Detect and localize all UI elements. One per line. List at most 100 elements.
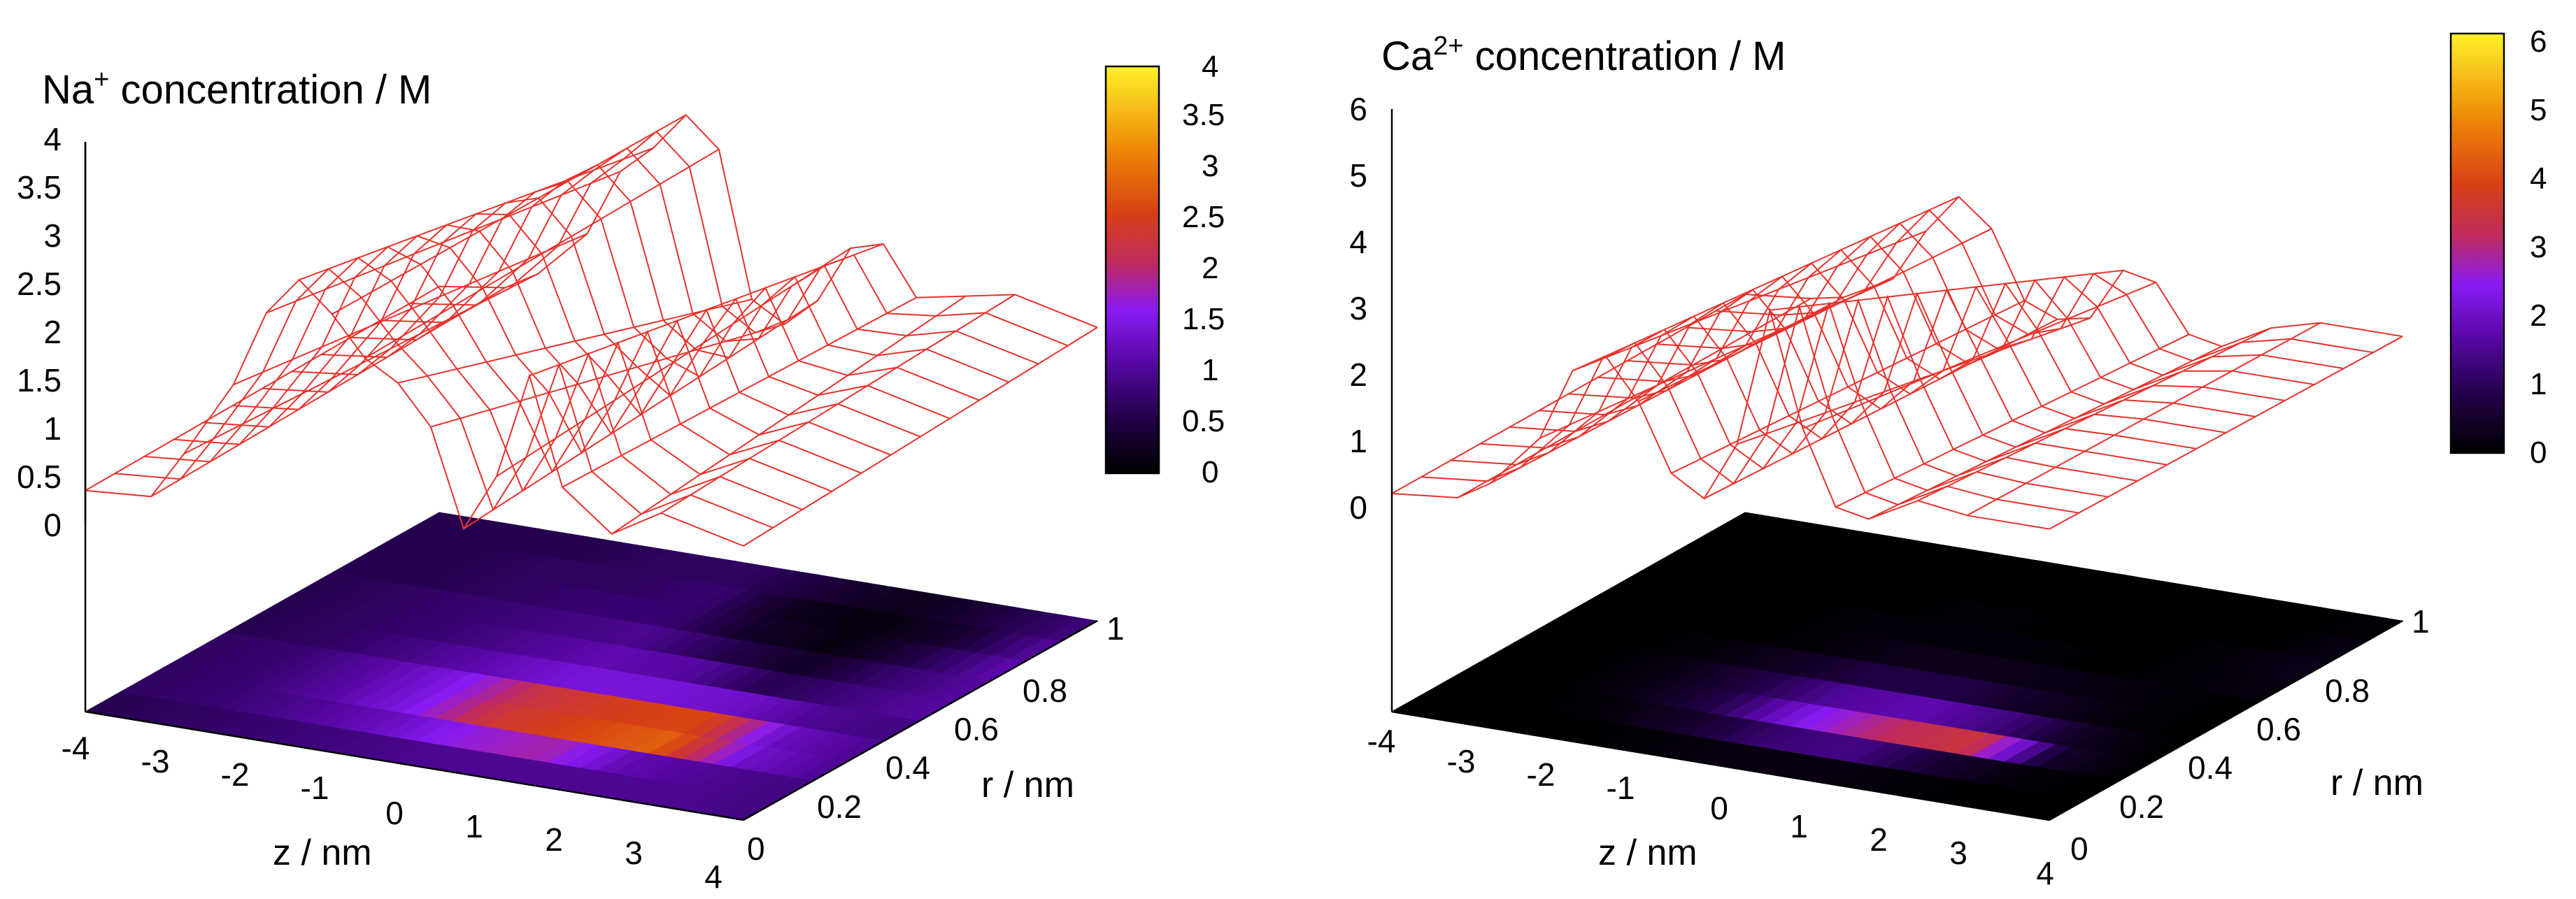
cb-tick: 5 bbox=[2530, 93, 2547, 127]
x-tick: 1 bbox=[465, 808, 483, 844]
y-tick: 0.8 bbox=[2325, 673, 2370, 709]
x-tick: 4 bbox=[704, 858, 723, 895]
cb-tick: 4 bbox=[1202, 50, 1218, 84]
z-tick: 1.5 bbox=[17, 362, 62, 398]
z-tick: 3.5 bbox=[17, 169, 62, 206]
x-tick: -1 bbox=[1607, 770, 1635, 806]
wire-line-r bbox=[1539, 289, 2197, 450]
wire-line-z bbox=[1704, 318, 2058, 500]
wire-line-z bbox=[150, 287, 506, 498]
chart-ca-xlabel: z / nm bbox=[1598, 833, 1698, 873]
wire-line-z bbox=[1868, 345, 2222, 520]
z-tick: 2 bbox=[43, 314, 62, 350]
cb-tick: 3 bbox=[1202, 149, 1218, 183]
wire-line-r bbox=[1480, 298, 2138, 482]
y-tick: 0.6 bbox=[954, 711, 999, 747]
wire-line-r bbox=[292, 197, 951, 419]
x-tick: 3 bbox=[1949, 835, 1967, 871]
chart-na-x-ticks: -4 -3 -2 -1 0 1 2 3 4 bbox=[62, 730, 723, 895]
z-tick: 2.5 bbox=[17, 266, 62, 302]
wire-line-z bbox=[1770, 269, 2123, 311]
chart-na-y-ticks: 0 0.2 0.4 0.6 0.8 1 bbox=[747, 610, 1125, 867]
wire-line-z bbox=[1572, 230, 1926, 372]
wire-line-z bbox=[1638, 228, 1992, 403]
x-tick: -3 bbox=[1447, 743, 1476, 779]
wire-line-r bbox=[350, 164, 1009, 383]
wire-line-r bbox=[1715, 208, 2374, 362]
chart-na-xlabel: z / nm bbox=[273, 833, 372, 873]
chart-ca-title: Ca2+ concentration / M bbox=[1381, 31, 1786, 79]
z-tick: 4 bbox=[1349, 224, 1367, 260]
wire-line-z bbox=[299, 147, 654, 281]
y-tick: 0.4 bbox=[2188, 749, 2233, 786]
wire-line-z bbox=[660, 294, 1016, 514]
chart-ca-y-ticks: 0 0.2 0.4 0.6 0.8 1 bbox=[2070, 603, 2430, 867]
cb-tick: 0.5 bbox=[1182, 404, 1225, 438]
z-tick: 0 bbox=[1349, 489, 1367, 526]
y-tick: 0.2 bbox=[817, 789, 862, 825]
chart-na-z-ticks: 0 0.5 1 1.5 2 2.5 3 3.5 4 bbox=[17, 121, 62, 543]
wire-line-z bbox=[397, 299, 753, 384]
wire-line-z bbox=[1967, 322, 2321, 517]
colorbar-gradient bbox=[1104, 65, 1160, 475]
wire-line-z bbox=[1457, 298, 1812, 498]
wire-line-r bbox=[1509, 294, 2168, 466]
wire-line-z bbox=[529, 243, 884, 377]
chart-na-title: Na+ concentration / M bbox=[42, 65, 432, 113]
chart-na-wireframe bbox=[85, 113, 1098, 547]
x-tick: -4 bbox=[62, 730, 90, 766]
wire-line-z bbox=[2049, 336, 2403, 530]
wire-line-z bbox=[1391, 294, 1746, 494]
x-tick: 0 bbox=[1710, 790, 1728, 826]
chart-ca-y-axis bbox=[2049, 619, 2403, 821]
wire-line-z bbox=[562, 296, 917, 488]
cb-tick: 3.5 bbox=[1182, 98, 1225, 132]
wire-line-z bbox=[332, 114, 687, 315]
z-tick: 6 bbox=[1349, 91, 1367, 127]
wire-line-z bbox=[1917, 327, 2272, 502]
y-tick: 1 bbox=[2412, 603, 2430, 640]
cb-tick: 2.5 bbox=[1182, 200, 1225, 234]
chart-na: Na+ concentration / M 0 0.5 1 1.5 2 2.5 … bbox=[17, 50, 1225, 895]
chart-ca-heatmap bbox=[1390, 512, 2404, 821]
wire-line-r bbox=[203, 235, 862, 474]
wire-line-z bbox=[496, 247, 851, 477]
wire-line-r bbox=[1686, 222, 2344, 376]
chart-ca-x-axis bbox=[1391, 710, 2050, 821]
x-tick: 0 bbox=[385, 795, 404, 831]
wire-line-z bbox=[463, 300, 818, 530]
x-tick: -3 bbox=[141, 743, 170, 779]
y-tick: 0.8 bbox=[1023, 673, 1067, 709]
wire-line-z bbox=[1671, 300, 2025, 474]
chart-na-x-axis bbox=[85, 710, 744, 821]
y-tick: 0.2 bbox=[2119, 789, 2164, 825]
cb-tick: 1.5 bbox=[1182, 302, 1225, 336]
z-tick: 0 bbox=[43, 507, 62, 543]
wire-line-r bbox=[115, 268, 774, 528]
colorbar-gradient bbox=[2449, 32, 2505, 454]
x-tick: -1 bbox=[301, 770, 329, 806]
y-tick: 0.6 bbox=[2256, 711, 2301, 747]
chart-ca-x-ticks: -4 -3 -2 -1 0 1 2 3 4 bbox=[1367, 723, 2054, 891]
z-tick: 2 bbox=[1349, 357, 1367, 393]
chart-ca-ylabel: r / nm bbox=[2331, 763, 2424, 803]
wire-line-z bbox=[611, 295, 967, 535]
chart-na-y-axis bbox=[743, 619, 1098, 821]
chart-na-colorbar: 0 0.5 1 1.5 2 2.5 3 3.5 4 bbox=[1104, 50, 1225, 489]
x-tick: -4 bbox=[1367, 723, 1396, 759]
z-tick: 1 bbox=[43, 410, 62, 447]
x-tick: 2 bbox=[545, 821, 563, 858]
cb-tick: 4 bbox=[2530, 161, 2547, 196]
wire-line-z bbox=[233, 233, 588, 386]
y-tick: 0.4 bbox=[885, 749, 930, 786]
chart-ca: Ca2+ concentration / M 0 1 2 3 4 5 6 -4 … bbox=[1349, 24, 2547, 891]
x-tick: -2 bbox=[221, 756, 250, 793]
cb-tick: 6 bbox=[2530, 24, 2547, 59]
wire-line-z bbox=[266, 171, 621, 314]
wire-line-z bbox=[364, 148, 720, 359]
wire-line-z bbox=[85, 285, 440, 491]
y-tick: 1 bbox=[1106, 610, 1125, 647]
wire-line-z bbox=[1802, 282, 2156, 429]
chart-na-heatmap bbox=[84, 512, 1099, 821]
